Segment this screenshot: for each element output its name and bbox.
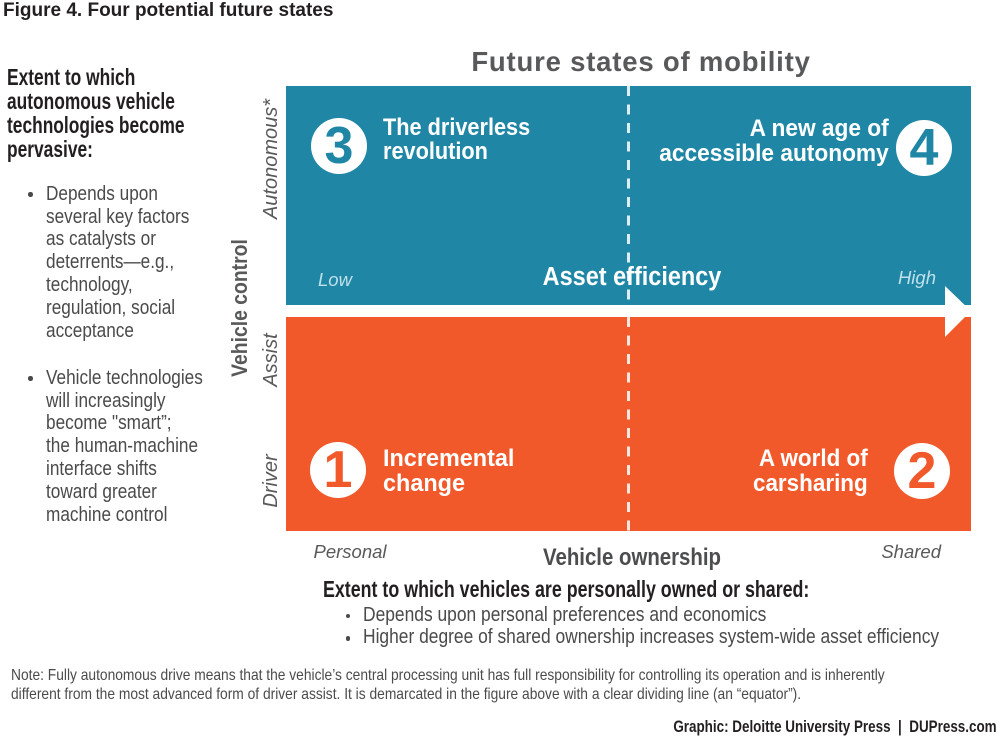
- bullet-dot-icon: [28, 192, 33, 197]
- sidebar-bullet-2: Vehicle technologies will increasingly b…: [28, 367, 228, 527]
- x-axis-tick-shared: Shared: [881, 541, 941, 563]
- chart-title: Future states of mobility: [471, 45, 811, 77]
- figure-title: Figure 4. Four potential future states: [3, 0, 334, 21]
- quadrant-3-title: The driverless revolution: [383, 113, 531, 166]
- quadrant-2-number: 2: [907, 442, 937, 500]
- ownership-bullet-1-text: Depends upon personal preferences and ec…: [363, 603, 767, 626]
- dashed-divider-top: [627, 86, 630, 305]
- sidebar-bullet-1-text: Depends upon several key factors as cata…: [45, 182, 189, 342]
- quadrant-4-number: 4: [909, 119, 939, 177]
- dashed-divider-bottom: [627, 317, 630, 531]
- bullet-dot-icon: [345, 613, 350, 618]
- quadrant-4-title: A new age of accessible autonomy: [659, 114, 889, 167]
- asset-efficiency-arrow-icon: [945, 286, 971, 337]
- x-axis-tick-personal: Personal: [313, 541, 387, 563]
- sidebar-bullet-1: Depends upon several key factors as cata…: [28, 183, 212, 343]
- asset-efficiency-high-label: High: [897, 267, 936, 289]
- asset-efficiency-low-label: Low: [318, 268, 352, 290]
- ownership-bullet-1: Depends upon personal preferences and ec…: [345, 603, 827, 627]
- ownership-bullet-2-text: Higher degree of shared ownership increa…: [363, 626, 940, 649]
- bullet-dot-icon: [28, 376, 33, 381]
- asset-efficiency-label: Asset efficiency: [542, 263, 722, 292]
- quadrant-4-badge: 4: [896, 119, 952, 177]
- credit-line: Graphic: Deloitte University Press | DUP…: [673, 717, 997, 737]
- quadrant-2-badge: 2: [894, 442, 950, 500]
- y-axis-tick-assist: Assist: [259, 333, 282, 387]
- quadrant-1-badge: 1: [310, 441, 366, 499]
- y-axis-tick-autonomous: Autonomous*: [259, 98, 282, 220]
- y-axis-title: Vehicle control: [226, 239, 252, 377]
- x-axis-title: Vehicle ownership: [543, 543, 721, 571]
- quadrant-1-title: Incremental change: [383, 445, 515, 497]
- quadrant-1-number: 1: [323, 441, 353, 499]
- ownership-bullet-2: Higher degree of shared ownership increa…: [345, 626, 1000, 649]
- ownership-note-heading: Extent to which vehicles are personally …: [323, 576, 810, 603]
- quadrant-3-badge: 3: [311, 117, 367, 175]
- y-axis-tick-driver: Driver: [259, 453, 282, 508]
- quadrant-3-number: 3: [324, 117, 354, 175]
- footnote: Note: Fully autonomous drive means that …: [11, 667, 885, 703]
- bullet-dot-icon: [345, 636, 350, 641]
- sidebar-heading: Extent to which autonomous vehicle techn…: [6, 63, 185, 163]
- quadrant-2-title: A world of carsharing: [753, 444, 868, 497]
- sidebar-bullet-2-text: Vehicle technologies will increasingly b…: [45, 366, 203, 526]
